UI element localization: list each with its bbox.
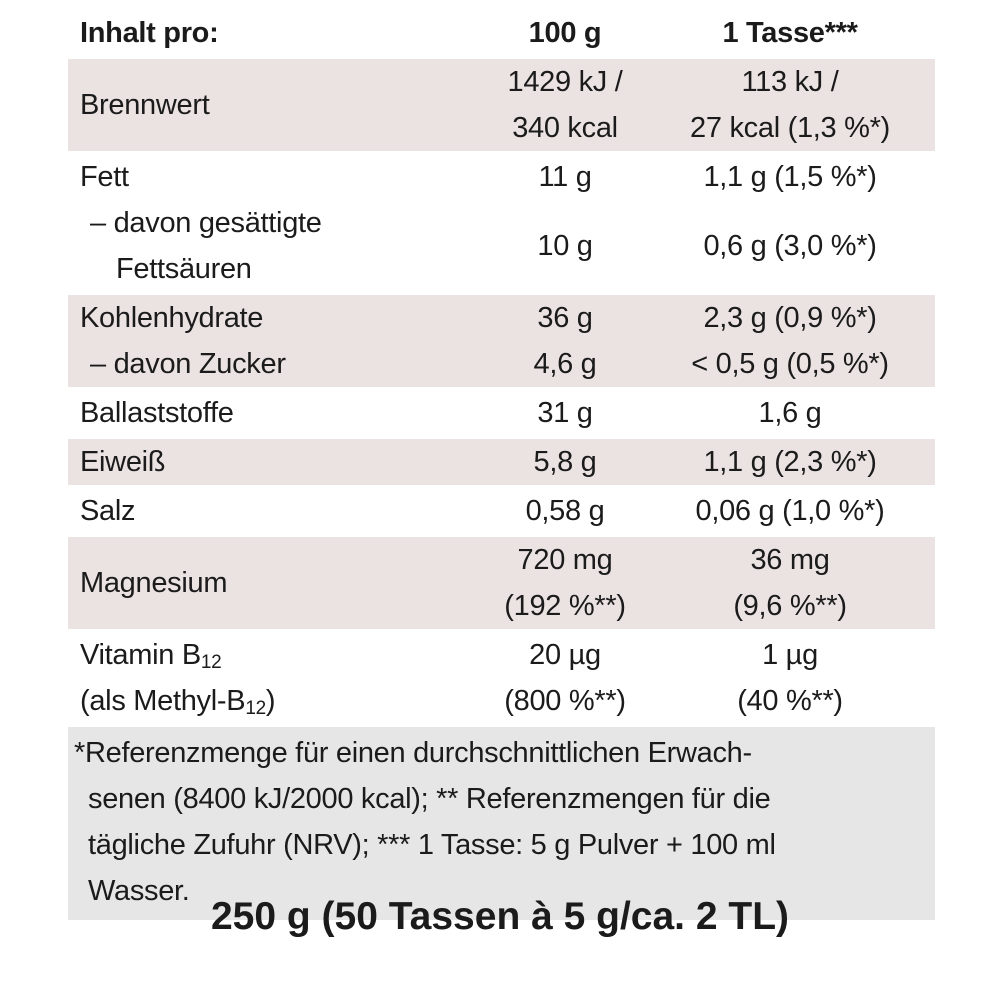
nutrition-table: Inhalt pro: 100 g 1 Tasse*** Brennwert 1429 … bbox=[68, 10, 935, 724]
footnote-line: *Referenzmenge für einen durchschnittlic… bbox=[74, 737, 752, 769]
nutrition-panel: Inhalt pro: 100 g 1 Tasse*** Brennwert 1429 … bbox=[68, 10, 935, 920]
nutrient-row: Brennwert 1429 kJ / 340 kcal 113 kJ / 27 kca… bbox=[68, 56, 935, 153]
cell-line: 0,06 g (1,0 %*) bbox=[695, 495, 885, 527]
per-cup-cell: 1 µg (40 %**) bbox=[645, 629, 935, 724]
text-part: ) bbox=[265, 685, 276, 717]
cell-line: 36 g bbox=[537, 302, 593, 334]
nutrient-row: Salz 0,58 g 0,06 g (1,0 %*) bbox=[68, 485, 935, 536]
footnote-line: tägliche Zufuhr (NRV); *** 1 Tasse: 5 g … bbox=[88, 829, 776, 861]
label-cell: – davon gesättigte Fettsäuren bbox=[68, 200, 485, 294]
header-cell: 100 g bbox=[528, 17, 602, 49]
cell-line: 0,58 g bbox=[525, 495, 605, 527]
nutrient-row: Eiweiß 5,8 g 1,1 g (2,3 %*) bbox=[68, 436, 935, 487]
nutrient-row: – davon Zucker 4,6 g < 0,5 g (0,5 %*) bbox=[68, 341, 935, 389]
per-100g-cell: 0,58 g bbox=[485, 485, 645, 536]
cell-line: 11 g bbox=[538, 161, 592, 193]
cell-line: Fettsäuren bbox=[116, 253, 252, 285]
label-cell: Salz bbox=[68, 485, 485, 536]
label-cell: Brennwert bbox=[68, 56, 485, 153]
cell-line: 5,8 g bbox=[533, 446, 597, 478]
cell-line: Kohlenhydrate bbox=[80, 302, 264, 334]
per-cup-cell: 36 mg (9,6 %**) bbox=[645, 534, 935, 631]
per-100g-cell: 10 g bbox=[485, 200, 645, 294]
cell-line: 113 kJ / bbox=[741, 66, 839, 98]
cell-line: Magnesium bbox=[80, 567, 228, 599]
per-100g-cell: 1429 kJ / 340 kcal bbox=[485, 56, 645, 153]
subscript: 12 bbox=[245, 698, 266, 719]
cell-line: (als Methyl-B12) bbox=[80, 678, 485, 724]
per-cup-cell: 0,6 g (3,0 %*) bbox=[645, 200, 935, 294]
cell-line: 27 kcal (1,3 %*) bbox=[690, 112, 890, 144]
label-cell: Vitamin B12 (als Methyl-B12) bbox=[68, 629, 485, 724]
nutrient-row: – davon gesättigte Fettsäuren 10 g 0,6 g (3… bbox=[68, 200, 935, 294]
cell-line: 4,6 g bbox=[533, 348, 597, 380]
cell-line: 36 mg bbox=[750, 544, 830, 576]
footnote: *Referenzmenge für einen durchschnittlic… bbox=[68, 727, 935, 920]
label-cell: Magnesium bbox=[68, 534, 485, 631]
nutrient-row: Vitamin B12 (als Methyl-B12) 20 µg (800 %**… bbox=[68, 629, 935, 724]
per-cup-cell: 0,06 g (1,0 %*) bbox=[645, 485, 935, 536]
header-row: Inhalt pro: 100 g 1 Tasse*** bbox=[68, 10, 935, 58]
cell-line: (9,6 %**) bbox=[733, 590, 847, 622]
per-cup-cell: < 0,5 g (0,5 %*) bbox=[645, 341, 935, 389]
cell-line: Fett bbox=[80, 161, 129, 193]
per-cup-cell: 113 kJ / 27 kcal (1,3 %*) bbox=[645, 56, 935, 153]
cell-line: 1429 kJ / bbox=[507, 66, 623, 98]
cell-line: (800 %**) bbox=[504, 685, 626, 717]
footnote-line: senen (8400 kJ/2000 kcal); ** Referenzme… bbox=[88, 783, 771, 815]
label-cell: Eiweiß bbox=[68, 436, 485, 487]
per-cup-cell: 2,3 g (0,9 %*) bbox=[645, 292, 935, 341]
nutrient-row: Kohlenhydrate 36 g 2,3 g (0,9 %*) bbox=[68, 292, 935, 341]
cell-line: 31 g bbox=[537, 397, 593, 429]
nutrient-row: Fett 11 g 1,1 g (1,5 %*) bbox=[68, 151, 935, 200]
header-cell: 1 Tasse*** bbox=[722, 17, 858, 49]
cell-line: 20 µg bbox=[529, 639, 601, 671]
per-100g-cell: 4,6 g bbox=[485, 341, 645, 389]
footnote-line: Wasser. bbox=[88, 875, 190, 907]
label-cell: – davon Zucker bbox=[68, 341, 485, 389]
cell-line: Vitamin B12 bbox=[80, 632, 485, 678]
cell-line: 1 µg bbox=[762, 639, 818, 671]
cell-line: Eiweiß bbox=[80, 446, 166, 478]
cell-line: (192 %**) bbox=[504, 590, 626, 622]
cell-line: 720 mg bbox=[517, 544, 613, 576]
per-cup-cell: 1,6 g bbox=[645, 387, 935, 438]
cell-line: (40 %**) bbox=[737, 685, 843, 717]
label-cell: Kohlenhydrate bbox=[68, 292, 485, 341]
cell-line: < 0,5 g (0,5 %*) bbox=[691, 348, 889, 380]
per-100g-cell: 36 g bbox=[485, 292, 645, 341]
cell-line: 1,6 g bbox=[758, 397, 822, 429]
per-cup-cell: 1,1 g (1,5 %*) bbox=[645, 151, 935, 200]
cell-line: 10 g bbox=[537, 230, 593, 262]
cell-line: – davon gesättigte bbox=[90, 207, 322, 239]
nutrient-row: Ballaststoffe 31 g 1,6 g bbox=[68, 387, 935, 438]
cell-line: 2,3 g (0,9 %*) bbox=[703, 302, 877, 334]
per-100g-cell: 20 µg (800 %**) bbox=[485, 629, 645, 724]
per-100g-cell: 720 mg (192 %**) bbox=[485, 534, 645, 631]
text-part: (als Methyl-B bbox=[80, 685, 246, 717]
per-cup-cell: 1,1 g (2,3 %*) bbox=[645, 436, 935, 487]
package-info: 250 g (50 Tassen à 5 g/ca. 2 TL) bbox=[210, 895, 790, 938]
cell-line: 340 kcal bbox=[512, 112, 618, 144]
label-cell: Fett bbox=[68, 151, 485, 200]
cell-line: 1,1 g (2,3 %*) bbox=[703, 446, 877, 478]
cell-line: Ballaststoffe bbox=[80, 397, 234, 429]
cell-line: 0,6 g (3,0 %*) bbox=[703, 230, 877, 262]
cell-line: 1,1 g (1,5 %*) bbox=[703, 161, 877, 193]
subscript: 12 bbox=[200, 652, 222, 673]
label-cell: Ballaststoffe bbox=[68, 387, 485, 438]
header-cell: Inhalt pro: bbox=[80, 17, 219, 49]
per-100g-cell: 11 g bbox=[485, 151, 645, 200]
cell-line: Brennwert bbox=[80, 89, 210, 121]
text-part: Vitamin B bbox=[80, 639, 201, 671]
nutrient-row: Magnesium 720 mg (192 %**) 36 mg (9,6 %**) bbox=[68, 534, 935, 631]
cell-line: – davon Zucker bbox=[90, 348, 286, 380]
per-100g-cell: 5,8 g bbox=[485, 436, 645, 487]
cell-line: Salz bbox=[80, 495, 136, 527]
per-100g-cell: 31 g bbox=[485, 387, 645, 438]
